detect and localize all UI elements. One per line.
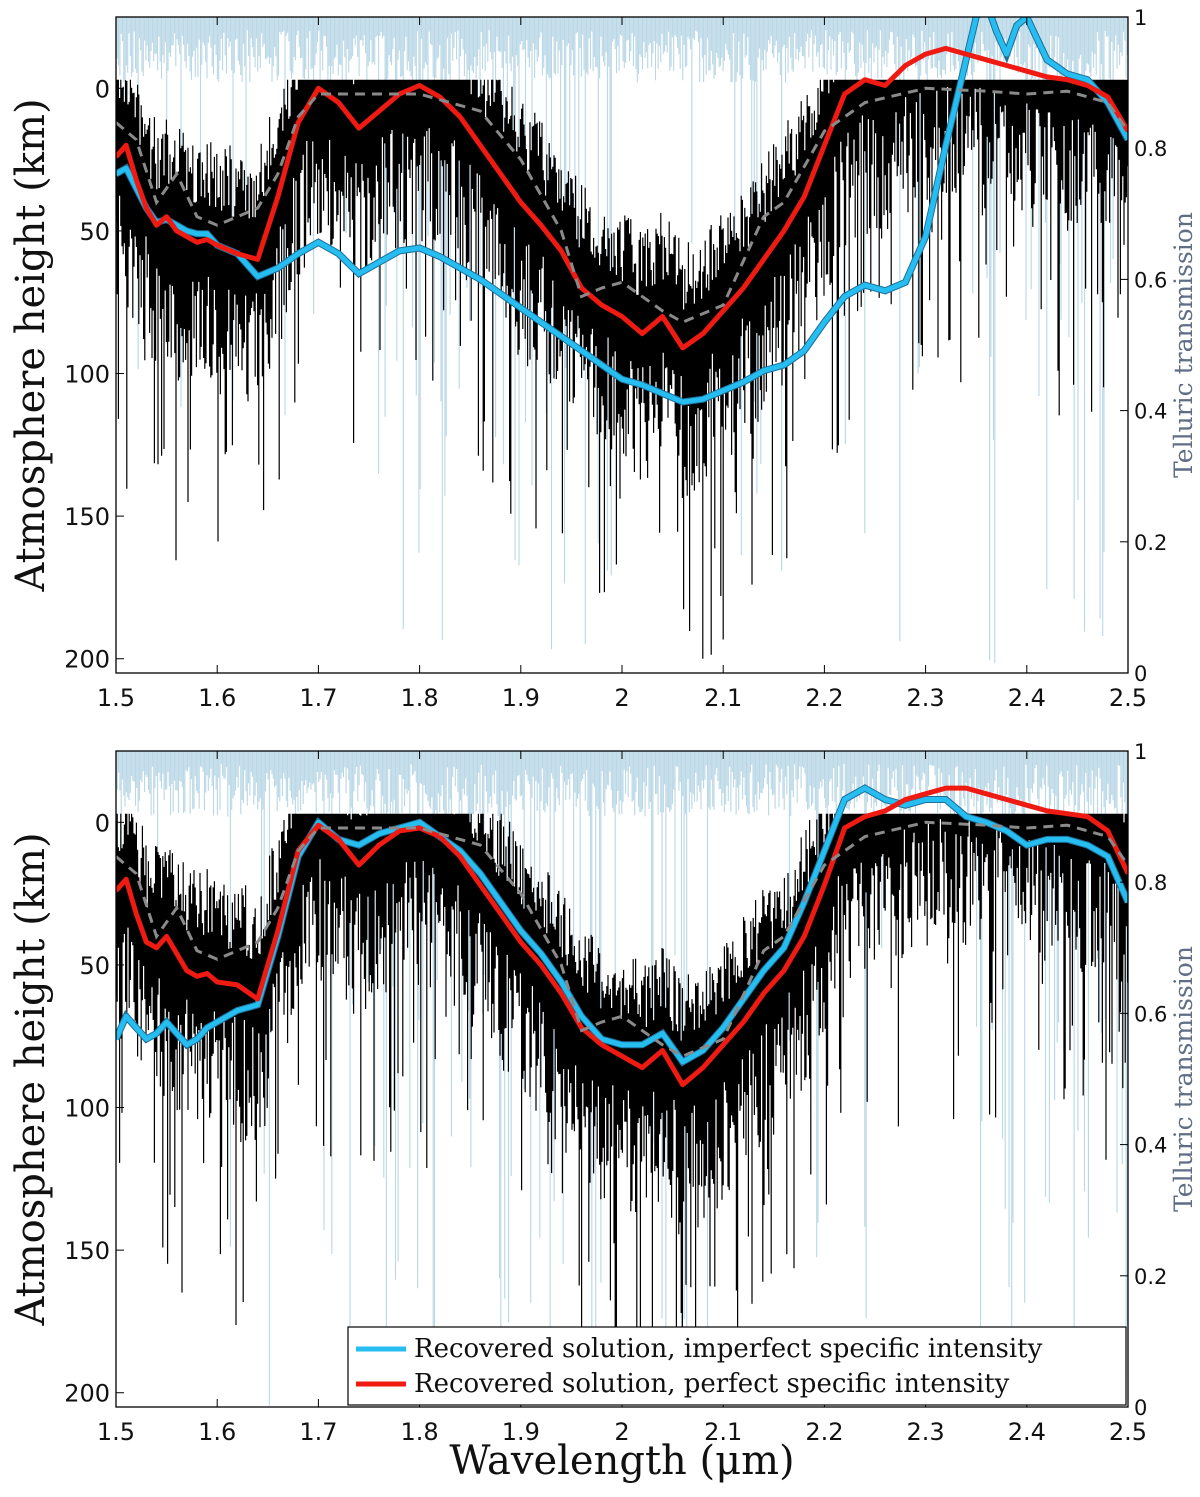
x-tick-label: 1.6 xyxy=(198,684,236,712)
x-tick-label: 1.8 xyxy=(401,684,439,712)
y-tick-label: 0 xyxy=(95,809,110,837)
series-dashed-line xyxy=(116,86,1128,324)
y2-tick-label: 0 xyxy=(1134,1396,1147,1420)
x-tick-label: 1.7 xyxy=(299,1418,337,1446)
y-tick-label: 200 xyxy=(64,646,110,674)
y2-axis-label: Telluric transmission xyxy=(1169,946,1198,1212)
x-tick-label: 2.1 xyxy=(704,684,742,712)
plot-area xyxy=(116,17,1128,663)
y2-tick-label: 1 xyxy=(1134,6,1147,30)
model-spectrum xyxy=(116,79,1128,659)
y-tick-label: 100 xyxy=(64,361,110,389)
model-spectrum xyxy=(116,813,1128,1389)
legend-label: Recovered solution, perfect specific int… xyxy=(414,1369,1010,1399)
x-tick-label: 1.5 xyxy=(97,1418,135,1446)
y-axis-label: Atmosphere height (km) xyxy=(8,832,54,1326)
x-tick-label: 2.5 xyxy=(1109,684,1147,712)
x-tick-label: 2.2 xyxy=(805,684,843,712)
y2-tick-label: 0.6 xyxy=(1134,1002,1167,1026)
series-dashed-line xyxy=(116,820,1128,1058)
x-tick-label: 1.7 xyxy=(299,684,337,712)
x-tick-label: 2 xyxy=(614,1418,629,1446)
top-panel: 1.5 1.6 1.7 1.8 1.9 2 2.1 2.2 2.3 2.4 2.5050100150… xyxy=(8,6,1198,712)
x-axis-label: Wavelength (μm) xyxy=(449,1438,794,1484)
y2-tick-label: 0.4 xyxy=(1134,1134,1167,1158)
x-tick-label: 1.9 xyxy=(502,684,540,712)
y-tick-label: 200 xyxy=(64,1380,110,1408)
y2-tick-label: 0.8 xyxy=(1134,871,1167,895)
y2-axis-label: Telluric transmission xyxy=(1169,212,1198,478)
x-tick-label: 2.4 xyxy=(1008,1418,1046,1446)
x-tick-label: 1.6 xyxy=(198,1418,236,1446)
series-line xyxy=(116,785,1128,1088)
bottom-panel: 1.5 1.6 1.7 1.8 1.9 2 2.1 2.2 2.3 2.4 2.5050100150… xyxy=(8,740,1198,1446)
x-tick-label: 2.5 xyxy=(1109,1418,1147,1446)
x-tick-label: 2.3 xyxy=(907,684,945,712)
legend-label: Recovered solution, imperfect specific i… xyxy=(414,1334,1043,1364)
y-tick-label: 0 xyxy=(95,75,110,103)
x-tick-label: 2 xyxy=(614,684,629,712)
plot-area xyxy=(116,751,1128,1406)
y-tick-label: 50 xyxy=(79,218,110,246)
y2-tick-label: 0.2 xyxy=(1134,1265,1167,1289)
x-tick-label: 2.2 xyxy=(805,1418,843,1446)
x-tick-label: 1.5 xyxy=(97,684,135,712)
x-tick-label: 2.1 xyxy=(704,1418,742,1446)
y-tick-label: 150 xyxy=(64,503,110,531)
telluric-transmission xyxy=(116,751,1128,1406)
series-line xyxy=(116,45,1128,351)
y2-tick-label: 0.4 xyxy=(1134,400,1167,424)
y2-tick-label: 0 xyxy=(1134,662,1147,686)
y-tick-label: 100 xyxy=(64,1095,110,1123)
x-tick-label: 1.9 xyxy=(502,1418,540,1446)
x-tick-label: 2.4 xyxy=(1008,684,1046,712)
y2-tick-label: 0.8 xyxy=(1134,137,1167,161)
y-tick-label: 50 xyxy=(79,952,110,980)
y2-tick-label: 1 xyxy=(1134,740,1147,764)
y2-tick-label: 0.6 xyxy=(1134,268,1167,292)
y-axis-label: Atmosphere height (km) xyxy=(8,98,54,592)
x-tick-label: 1.8 xyxy=(401,1418,439,1446)
x-tick-label: 2.3 xyxy=(907,1418,945,1446)
y2-tick-label: 0.2 xyxy=(1134,531,1167,555)
legend-box xyxy=(347,1326,1127,1406)
y-tick-label: 150 xyxy=(64,1237,110,1265)
